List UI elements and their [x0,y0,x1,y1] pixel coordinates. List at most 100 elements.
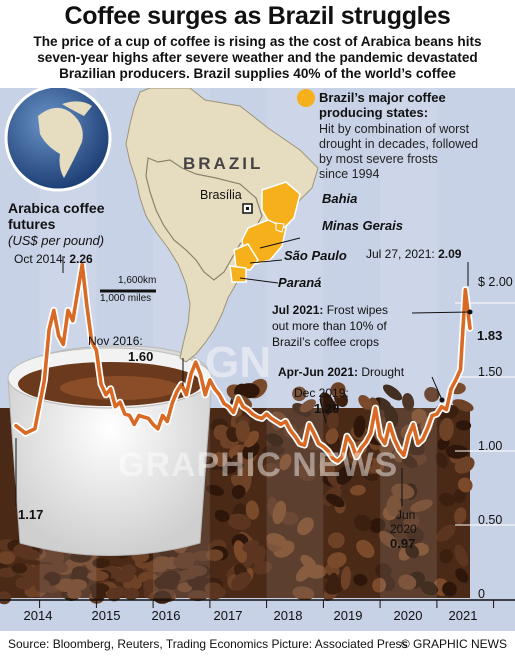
x-tick-label: 2017 [213,608,243,623]
frost-line-1: Jul 2021: Frost wipes [272,302,388,318]
price-point [203,393,207,397]
annotation-value: 2.09 [438,247,462,261]
price-point [373,406,377,410]
coffee-bean [50,562,69,574]
coffee-bean [204,582,222,595]
annotation-dec-2019-value: 1.29 [314,401,340,416]
coffee-bean [297,517,314,536]
coffee-bean [340,566,352,590]
price-point [350,442,354,446]
coffee-bean [411,408,427,424]
price-point [468,326,472,330]
price-point [94,348,98,352]
y-tick-label: 1.50 [478,365,503,379]
annotation-jul-2021: Jul 27, 2021: 2.09 [366,247,461,261]
price-point [23,431,28,435]
footer [0,631,515,656]
state-label-bahia: Bahia [322,191,358,206]
coffee-bean [436,524,456,542]
annotation-label: Nov 2016: [88,334,143,348]
price-point [194,360,198,364]
price-points [14,262,472,463]
coffee-bean [424,386,440,403]
price-point [444,408,448,412]
price-point [47,328,51,332]
price-point [66,308,70,312]
price-point [236,396,240,400]
price-point [189,372,193,376]
price-point [213,387,217,391]
chart-title-2: futures [8,216,56,232]
annotation-jun-2020-value: 0.97 [390,536,416,551]
price-point [241,405,245,409]
coffee-bean [375,563,392,579]
map-capital-label: Brasília [200,188,242,202]
coffee-bean [378,530,398,549]
coffee-bean [154,576,172,590]
coffee-bean [372,577,387,593]
annotation-start-value: 1.17 [18,507,44,522]
price-point [179,382,184,386]
scale-km: 1,600km [118,275,157,286]
scale-miles: 1,000 miles [100,293,152,304]
price-point [127,413,132,418]
price-point [317,442,321,446]
coffee-bean [299,399,316,413]
coffee-bean [123,587,139,600]
price-point [85,304,89,308]
coffee-bean [353,514,372,532]
watermark-text: GRAPHIC NEWS [118,446,399,484]
coffee-bean [22,549,40,560]
coffee-bean [266,533,287,547]
coffee-bean [173,555,195,569]
coffee-bean [296,464,316,481]
coffee-bean [292,586,315,601]
coffee-bean [212,452,228,467]
drought-bold: Apr-Jun 2021: [278,365,359,379]
price-point [113,405,117,409]
coffee-bean [402,393,415,411]
coffee-bean [439,417,454,442]
coffee-bean [319,457,335,477]
coffee-bean [279,453,292,471]
coffee-bean [454,507,467,525]
price-point [302,443,307,447]
coffee-bean [15,576,37,590]
price-point [416,442,420,446]
price-point [435,412,439,416]
annotation-value: 2.26 [69,252,93,266]
annotation-oct-2014: Oct 2014: 2.26 [14,252,93,266]
coffee-bean [91,587,106,601]
price-point [430,413,434,418]
coffee-bean [455,420,472,431]
legend-text-line: drought in decades, followed [319,137,479,151]
x-tick-label: 2021 [448,608,478,623]
coffee-bean [403,513,420,530]
legend-text-line: Hit by combination of worst [319,122,470,136]
annotation-dec-2019: Dec 2019: [294,386,349,400]
coffee-bean [186,565,208,577]
price-point [307,422,311,426]
price-point [392,437,396,441]
coffee-bean [71,566,89,579]
coffee-bean [386,495,402,517]
year-band [380,88,437,598]
price-point [231,410,236,415]
subtitle: The price of a cup of coffee is rising a… [14,34,501,82]
price-point [274,419,278,423]
price-point [80,262,84,267]
price-point [345,434,349,438]
chart-unit: (US$ per pound) [8,233,105,248]
y-tick-label: 0.50 [478,513,503,527]
x-tick-label: 2014 [23,608,53,623]
headline: Coffee surges as Brazil struggles [64,2,451,30]
coffee-bean [405,544,420,559]
chart-area: GN GRAPHIC NEWS Arabica coffee futures (… [0,88,515,631]
x-tick-label: 2019 [333,608,363,623]
x-tick-label: 2018 [273,608,303,623]
legend-text-line: since 1994 [319,167,380,181]
price-point [61,342,65,346]
price-point [383,442,387,446]
legend-dot [297,89,315,107]
coffee-bean [420,581,438,596]
